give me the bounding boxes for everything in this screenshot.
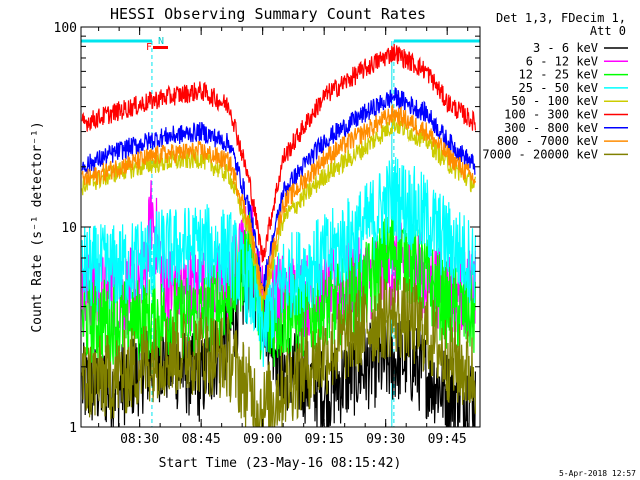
legend-label-3: 25 - 50 keV (519, 81, 598, 95)
x-tick-label-2: 09:00 (243, 432, 282, 447)
y-tick-label-1: 10 (61, 221, 77, 236)
flag-n-label: N (158, 36, 164, 47)
x-tick-label-3: 09:15 (305, 432, 344, 447)
series-line-7 (81, 104, 476, 301)
series-line-6 (81, 87, 476, 291)
legend-label-0: 3 - 6 keV (533, 41, 598, 55)
x-tick-label-4: 09:30 (366, 432, 405, 447)
y-axis-label: Count Rate (s⁻¹ detector⁻¹) (30, 121, 45, 332)
y-tick-label-0: 1 (69, 421, 77, 436)
x-tick-label-1: 08:45 (182, 432, 221, 447)
series-line-5 (81, 43, 476, 263)
x-axis-label: Start Time (23-May-16 08:15:42) (159, 456, 402, 471)
legend-label-7: 800 - 7000 keV (497, 134, 598, 148)
y-tick-label-2: 100 (54, 21, 77, 36)
legend-header-line-2: Att 0 (590, 24, 626, 38)
x-tick-label-5: 09:45 (428, 432, 467, 447)
flag-f-label: F (146, 42, 152, 53)
legend-label-6: 300 - 800 keV (504, 121, 598, 135)
x-axis: 08:30 08:45 09:00 09:15 09:30 09:45 (98, 27, 469, 447)
legend-label-5: 100 - 300 keV (504, 108, 598, 122)
legend-label-4: 50 - 100 keV (511, 94, 598, 108)
series-line-3 (81, 157, 476, 367)
footer-date: 5-Apr-2018 12:57 (559, 469, 636, 478)
legend-label-1: 6 - 12 keV (526, 54, 598, 68)
legend-label-2: 12 - 25 keV (519, 68, 598, 82)
y-axis: 1 10 100 (54, 21, 480, 436)
chart-title: HESSI Observing Summary Count Rates (110, 5, 426, 23)
legend-label-8: 7000 - 20000 keV (482, 147, 598, 161)
series-group (81, 43, 476, 427)
flag-f-bar (153, 46, 168, 49)
legend-header-line-1: Det 1,3, FDecim 1, (496, 11, 626, 25)
series-line-8 (81, 276, 476, 427)
x-tick-label-0: 08:30 (120, 432, 159, 447)
